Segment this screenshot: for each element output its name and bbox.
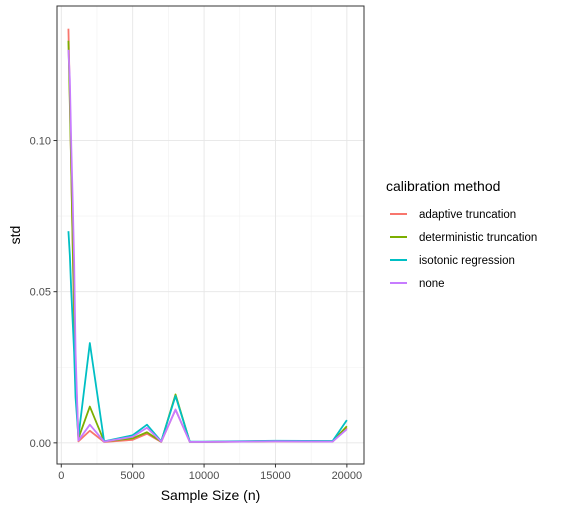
y-axis-title: std <box>7 226 23 245</box>
series-lines <box>67 28 348 443</box>
y-tick-label: 0.00 <box>30 438 51 450</box>
legend-label: none <box>419 278 445 290</box>
y-tick-label: 0.05 <box>30 287 51 299</box>
legend-title: calibration method <box>386 178 500 194</box>
plot-panel-border <box>56 5 365 465</box>
legend-label: adaptive truncation <box>419 209 516 221</box>
legend-label: deterministic truncation <box>419 232 537 244</box>
x-tick-label: 20000 <box>332 470 363 482</box>
legend-label: isotonic regression <box>419 255 515 267</box>
x-axis-title: Sample Size (n) <box>161 487 261 503</box>
x-tick-label: 15000 <box>260 470 291 482</box>
legend: calibration method adaptive truncation de… <box>386 178 537 290</box>
x-tick-label: 0 <box>58 470 64 482</box>
x-tick-label: 5000 <box>120 470 144 482</box>
series-line <box>67 49 348 443</box>
y-tick-label: 0.10 <box>30 136 51 148</box>
y-axis-ticks: 0.00 0.05 0.10 <box>30 136 57 450</box>
legend-items: adaptive truncation deterministic truncat… <box>390 209 537 290</box>
x-tick-label: 10000 <box>189 470 220 482</box>
plot-panel <box>57 6 364 464</box>
x-axis-ticks: 0 5000 10000 15000 20000 <box>58 464 362 482</box>
major-gridlines <box>57 6 364 464</box>
